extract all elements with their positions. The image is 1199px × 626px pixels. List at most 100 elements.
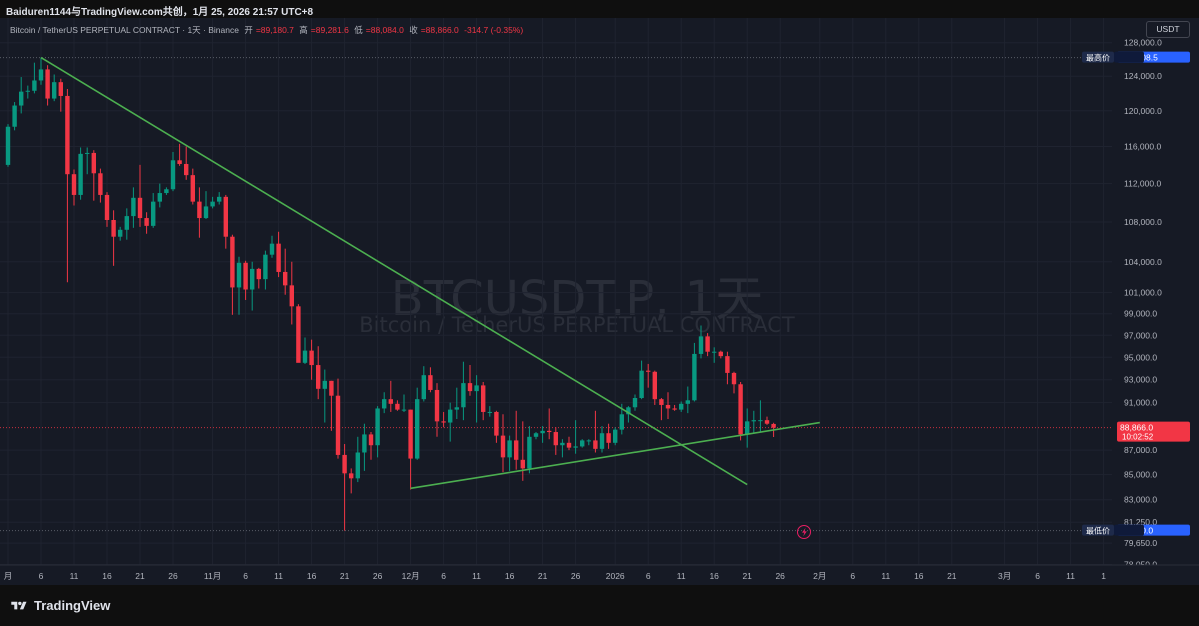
legend-low-label: 低: [354, 25, 363, 35]
candle-body-47: [316, 365, 321, 389]
candle-body-102: [679, 403, 684, 410]
candle-body-57: [382, 399, 387, 409]
candle-body-97: [646, 370, 651, 372]
candle-body-12: [85, 152, 90, 154]
time-tick-10: 21: [340, 571, 350, 581]
candle-body-31: [210, 201, 215, 207]
chart-legend: Bitcoin / TetherUS PERPETUAL CONTRACT · …: [10, 24, 526, 36]
candle-body-106: [705, 336, 710, 352]
candle-body-21: [144, 218, 149, 226]
price-tick-16: 81,250.0: [1124, 517, 1157, 527]
time-tick-3: 16: [102, 571, 112, 581]
candle-body-71: [474, 385, 479, 392]
candle-body-27: [184, 163, 189, 176]
time-tick-19: 6: [646, 571, 651, 581]
candle-body-79: [527, 436, 532, 469]
candle-body-51: [342, 454, 347, 474]
price-chart[interactable]: BTCUSDT.P, 1天 Bitcoin / TetherUS PERPETU…: [0, 18, 1199, 585]
candle-body-83: [553, 432, 558, 446]
candle-body-109: [725, 356, 730, 373]
time-tick-20: 11: [677, 571, 686, 581]
candle-body-78: [520, 459, 525, 469]
candle-body-41: [276, 243, 281, 272]
price-tag-1: 最低价: [1086, 526, 1110, 536]
candle-body-52: [349, 473, 354, 479]
trendline-0[interactable]: [40, 56, 748, 486]
candle-body-94: [626, 407, 631, 415]
price-tick-13: 87,000.0: [1124, 445, 1157, 455]
countdown-label: 10:02:52: [1122, 433, 1154, 442]
legend-high-value: =89,281.6: [310, 25, 349, 35]
candle-body-37: [250, 268, 255, 290]
candles: [5, 57, 776, 531]
price-tick-3: 116,000.0: [1124, 142, 1161, 152]
time-tick-31: 11: [1066, 571, 1075, 581]
trendline-1[interactable]: [410, 421, 820, 490]
candle-body-85: [566, 442, 572, 448]
candle-body-62: [415, 399, 420, 459]
price-tick-17: 79,650.0: [1124, 538, 1157, 548]
price-axis[interactable]: 128,000.0 124,000.0 120,000.0 116,000.0 112,…: [1112, 18, 1199, 570]
attribution-text: Baiduren1144与TradingView.com共创，1月 25, 20…: [6, 7, 314, 18]
time-tick-1: 6: [39, 571, 44, 581]
watermark-name: Bitcoin / TetherUS PERPETUAL CONTRACT: [359, 313, 795, 337]
candle-body-1: [12, 105, 17, 127]
candle-body-0: [5, 126, 11, 165]
candle-body-3: [25, 90, 30, 92]
candle-body-14: [98, 173, 103, 195]
candle-body-36: [243, 262, 248, 290]
candle-body-26: [177, 160, 182, 164]
time-tick-29: 3月: [998, 571, 1011, 581]
candle-body-39: [263, 254, 268, 280]
candle-body-33: [223, 196, 228, 237]
attribution-bar: Baiduren1144与TradingView.com共创，1月 25, 20…: [0, 0, 1199, 18]
candle-body-19: [131, 197, 136, 217]
time-tick-22: 21: [742, 571, 752, 581]
candle-body-112: [745, 421, 750, 435]
candle-body-20: [137, 197, 143, 219]
time-tick-18: 2026: [606, 571, 625, 581]
price-tick-4: 112,000.0: [1124, 179, 1161, 189]
candle-body-53: [355, 452, 360, 479]
time-tick-7: 6: [243, 571, 248, 581]
candle-body-66: [441, 421, 446, 423]
candle-body-89: [593, 440, 598, 449]
tradingview-logo[interactable]: TradingView: [9, 598, 110, 613]
time-tick-11: 26: [373, 571, 383, 581]
candle-body-81: [540, 430, 545, 434]
legend-close-label: 收: [409, 25, 418, 35]
candle-body-11: [78, 153, 83, 195]
candle-body-13: [91, 152, 96, 174]
time-axis[interactable]: 月 6 11 16 21 26 11月 6 11 16 21 26 12月 6 11 16 21 26 2026 6 1…: [0, 564, 1199, 585]
time-tick-16: 21: [538, 571, 548, 581]
candle-body-68: [454, 407, 459, 410]
currency-button[interactable]: USDT: [1146, 21, 1190, 38]
candle-body-87: [580, 440, 585, 447]
candle-body-6: [45, 69, 50, 99]
price-tick-8: 99,000.0: [1124, 309, 1157, 319]
candle-body-114: [758, 420, 763, 422]
time-tick-13: 6: [441, 571, 446, 581]
candle-body-5: [38, 69, 44, 81]
legend-symbol: Bitcoin / TetherUS PERPETUAL CONTRACT · …: [10, 25, 239, 35]
candle-body-10: [71, 174, 77, 195]
chart-area[interactable]: BTCUSDT.P, 1天 Bitcoin / TetherUS PERPETU…: [0, 18, 1199, 585]
candle-body-86: [573, 446, 578, 448]
time-axis-bg: [0, 565, 1199, 585]
legend-open-value: =89,180.7: [255, 25, 294, 35]
tradingview-icon: [11, 601, 27, 609]
candle-body-111: [738, 384, 743, 435]
alert-icon[interactable]: [797, 525, 811, 539]
time-tick-25: 6: [850, 571, 855, 581]
candle-body-8: [58, 82, 63, 96]
candle-body-95: [632, 398, 638, 408]
candle-body-55: [368, 434, 374, 446]
price-labels: 126,208.5最高价80,600.0最低价88,866.010:02:52: [1082, 51, 1190, 536]
candle-body-103: [685, 400, 690, 404]
candle-body-101: [672, 408, 677, 410]
trendlines[interactable]: [40, 56, 820, 490]
candle-body-107: [712, 351, 717, 353]
candle-body-15: [104, 194, 110, 220]
candle-body-60: [401, 409, 407, 411]
legend-low-value: =88,084.0: [365, 25, 404, 35]
